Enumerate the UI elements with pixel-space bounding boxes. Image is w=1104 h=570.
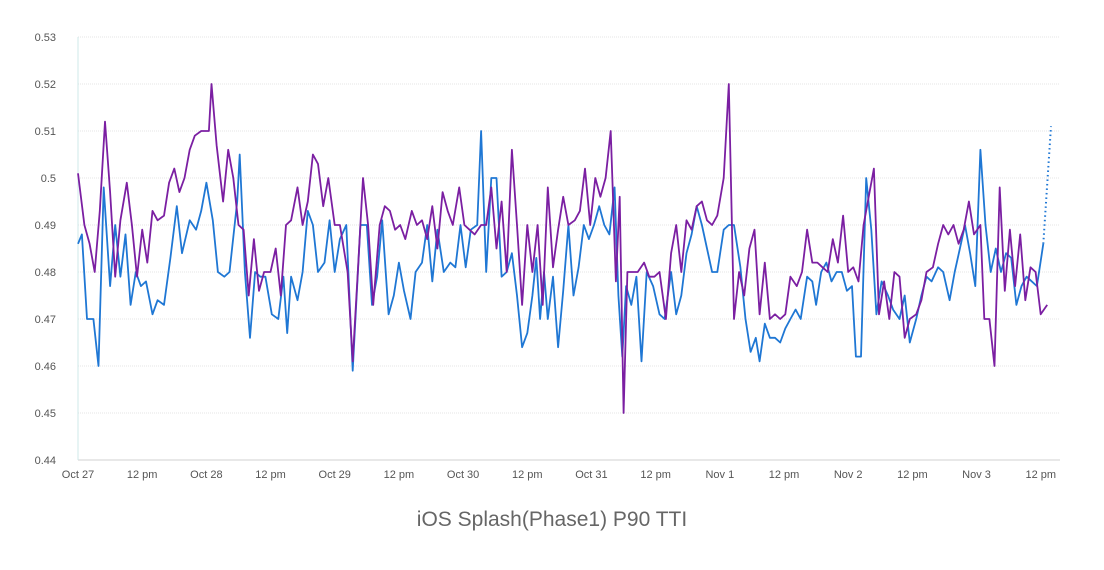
x-tick-label: Oct 28: [190, 469, 222, 481]
x-tick-label: 12 pm: [127, 469, 158, 481]
y-tick-label: 0.47: [35, 314, 56, 326]
chart-title: iOS Splash(Phase1) P90 TTI: [416, 508, 688, 531]
x-tick-label: Oct 29: [319, 469, 351, 481]
x-axis-ticks: Oct 27 12 pm Oct 28 12 pm Oct 29 12 pm Oct 30 1…: [62, 469, 1056, 481]
x-tick-label: Oct 30: [447, 469, 479, 481]
y-tick-label: 0.51: [35, 126, 56, 138]
x-tick-label: 12 pm: [640, 469, 671, 481]
x-tick-label: 12 pm: [769, 469, 800, 481]
x-tick-label: Nov 1: [705, 469, 734, 481]
x-tick-label: 12 pm: [897, 469, 928, 481]
y-tick-label: 0.44: [35, 455, 56, 467]
y-tick-label: 0.49: [35, 220, 56, 232]
x-tick-label: Oct 31: [575, 469, 607, 481]
x-tick-label: 12 pm: [1025, 469, 1056, 481]
y-tick-label: 0.5: [41, 173, 56, 185]
line-chart: 0.440.450.460.470.480.490.50.510.520.53 …: [35, 32, 1060, 481]
y-tick-label: 0.45: [35, 408, 56, 420]
x-tick-label: Nov 2: [834, 469, 863, 481]
y-tick-label: 0.52: [35, 79, 56, 91]
y-tick-label: 0.46: [35, 361, 56, 373]
series-line-1: [77, 130, 1045, 372]
x-tick-label: Oct 27: [62, 469, 94, 481]
y-tick-label: 0.53: [35, 32, 56, 44]
x-tick-label: 12 pm: [255, 469, 286, 481]
grid-lines: [78, 36, 1060, 461]
x-tick-label: 12 pm: [384, 469, 415, 481]
x-tick-label: 12 pm: [512, 469, 543, 481]
series-lines: [77, 83, 1052, 414]
y-tick-label: 0.48: [35, 267, 56, 279]
y-axis-ticks: 0.44 0.45 0.46 0.47 0.48 0.49 0.5 0.51 0.52 0.53: [35, 32, 56, 467]
series-line-2: [1042, 126, 1052, 244]
x-tick-label: Nov 3: [962, 469, 991, 481]
series-line-3: [77, 83, 1048, 414]
